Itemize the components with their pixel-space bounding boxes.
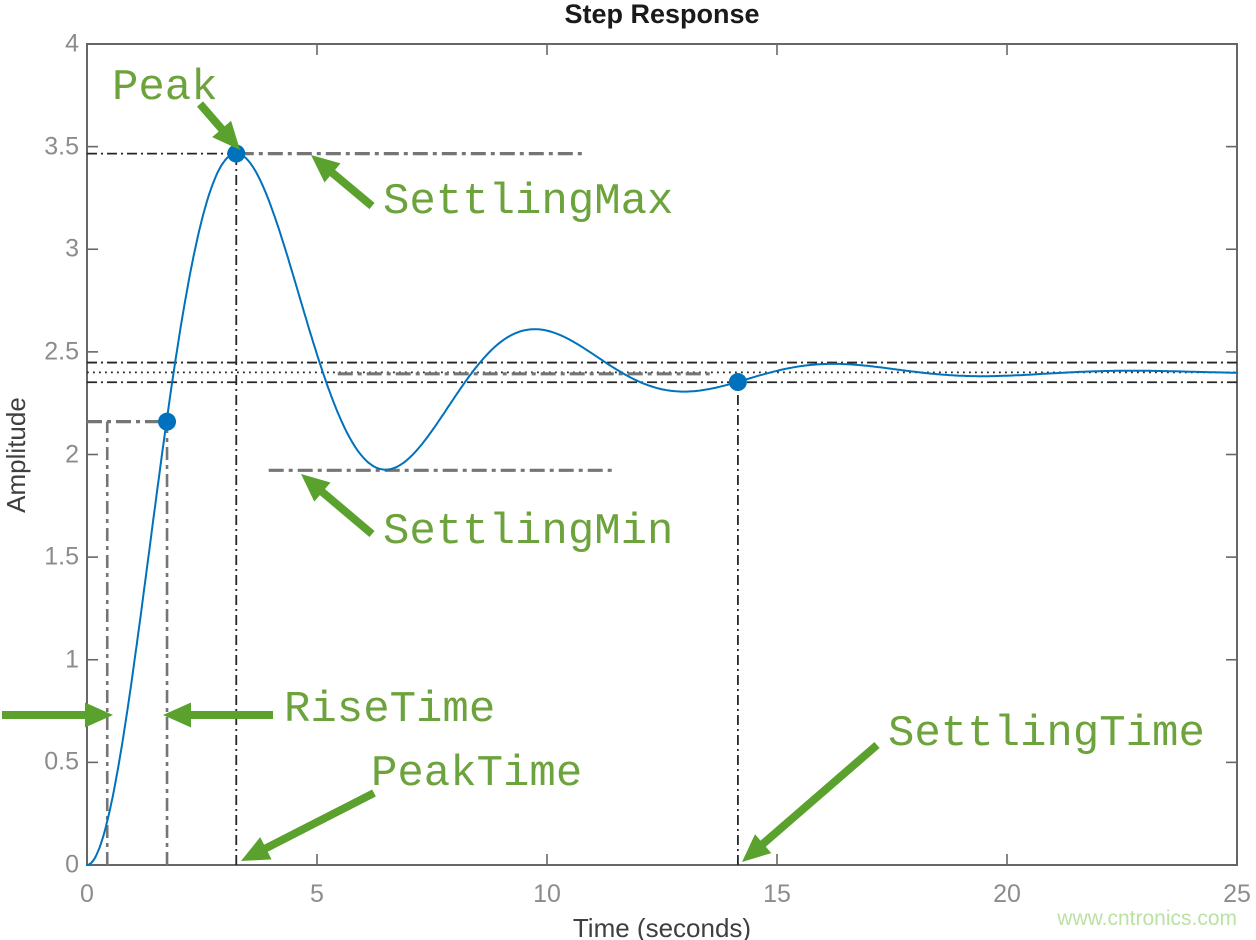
y-tick-label: 2.5 xyxy=(44,337,79,366)
y-tick-label: 0 xyxy=(65,850,79,879)
y-tick-label: 1 xyxy=(65,645,79,674)
arrow-shaft-settling-time xyxy=(751,741,880,855)
arrow-shaft-settling-min xyxy=(310,480,375,538)
x-tick-label: 25 xyxy=(1223,880,1251,908)
arrowhead-settling-min xyxy=(301,474,331,502)
annotation-label-peak-time: PeakTime xyxy=(371,749,583,799)
arrowhead-peak xyxy=(212,120,240,150)
arrowhead-settling-time xyxy=(742,834,772,862)
y-tick-label: 2 xyxy=(65,440,79,468)
annotation-label-settling-max: SettlingMax xyxy=(383,177,674,227)
marker-settling xyxy=(728,373,747,392)
x-tick-label: 10 xyxy=(533,880,561,908)
arrow-shaft-peak-time xyxy=(252,789,376,858)
x-tick-label: 15 xyxy=(763,880,791,908)
y-tick-label: 0.5 xyxy=(44,747,79,776)
annotation-label-settling-min: SettlingMin xyxy=(383,507,674,557)
arrowhead-rise-time xyxy=(85,702,113,728)
x-axis-label: Time (seconds) xyxy=(572,913,752,940)
y-tick-label: 3 xyxy=(65,234,79,263)
chart-title: Step Response xyxy=(564,0,760,29)
arrowhead-settling-max xyxy=(311,155,341,183)
y-tick-label: 4 xyxy=(65,29,79,58)
y-tick-label: 3.5 xyxy=(44,132,79,161)
annotation-label-peak: Peak xyxy=(112,63,218,113)
x-tick-label: 20 xyxy=(993,880,1021,908)
step-response-curve xyxy=(86,152,1238,866)
annotation-label-rise-time: RiseTime xyxy=(284,685,496,735)
y-axis-label: Amplitude xyxy=(1,397,31,513)
y-tick-label: 1.5 xyxy=(44,542,79,571)
marker-rise xyxy=(158,412,177,431)
x-tick-label: 0 xyxy=(80,880,94,908)
watermark-text: www.cntronics.com xyxy=(1057,907,1237,930)
arrowhead-peak-time xyxy=(241,837,272,861)
marker-peak xyxy=(227,144,246,163)
annotation-label-settling-time: SettlingTime xyxy=(888,709,1205,759)
x-tick-label: 5 xyxy=(310,880,324,908)
arrowhead-rise-time-right xyxy=(163,702,191,728)
